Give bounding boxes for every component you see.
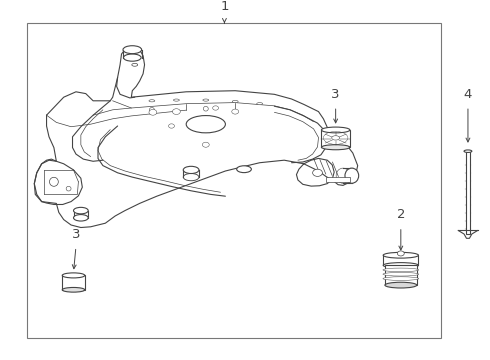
Ellipse shape bbox=[332, 136, 340, 140]
Ellipse shape bbox=[321, 145, 350, 150]
Ellipse shape bbox=[173, 99, 179, 101]
Circle shape bbox=[313, 169, 322, 176]
Ellipse shape bbox=[74, 215, 88, 221]
Ellipse shape bbox=[385, 282, 416, 288]
Circle shape bbox=[202, 142, 209, 147]
Text: 2: 2 bbox=[396, 208, 405, 221]
Bar bbox=[466, 151, 469, 234]
Bar bbox=[321, 130, 350, 147]
Bar bbox=[62, 275, 85, 290]
Ellipse shape bbox=[203, 107, 208, 111]
Circle shape bbox=[213, 106, 219, 110]
Text: 1: 1 bbox=[220, 0, 229, 13]
Bar bbox=[385, 265, 416, 285]
Ellipse shape bbox=[345, 168, 359, 183]
Ellipse shape bbox=[66, 186, 71, 191]
Circle shape bbox=[169, 124, 174, 128]
Ellipse shape bbox=[49, 177, 58, 186]
Circle shape bbox=[397, 251, 404, 256]
Ellipse shape bbox=[232, 100, 238, 103]
Bar bbox=[383, 255, 418, 265]
Ellipse shape bbox=[123, 46, 142, 54]
Ellipse shape bbox=[123, 54, 141, 61]
Circle shape bbox=[172, 109, 180, 114]
Ellipse shape bbox=[464, 150, 472, 153]
Ellipse shape bbox=[203, 99, 209, 101]
Circle shape bbox=[232, 109, 239, 114]
Ellipse shape bbox=[257, 103, 263, 105]
Ellipse shape bbox=[149, 107, 154, 112]
Ellipse shape bbox=[183, 174, 199, 181]
Ellipse shape bbox=[62, 287, 85, 292]
Ellipse shape bbox=[383, 252, 418, 258]
Ellipse shape bbox=[132, 63, 138, 66]
Ellipse shape bbox=[383, 277, 418, 280]
Text: 3: 3 bbox=[72, 228, 80, 241]
Ellipse shape bbox=[74, 207, 88, 214]
Ellipse shape bbox=[183, 166, 199, 174]
Ellipse shape bbox=[383, 273, 418, 276]
Bar bbox=[326, 177, 350, 182]
Ellipse shape bbox=[383, 268, 418, 272]
Ellipse shape bbox=[149, 100, 155, 102]
Text: 3: 3 bbox=[331, 88, 340, 101]
Ellipse shape bbox=[383, 263, 418, 268]
Circle shape bbox=[149, 109, 157, 115]
Ellipse shape bbox=[62, 273, 85, 278]
Bar bbox=[27, 23, 441, 338]
Ellipse shape bbox=[321, 127, 350, 133]
Ellipse shape bbox=[237, 166, 251, 172]
Text: 4: 4 bbox=[464, 88, 472, 101]
Ellipse shape bbox=[336, 168, 350, 183]
Ellipse shape bbox=[186, 116, 225, 133]
